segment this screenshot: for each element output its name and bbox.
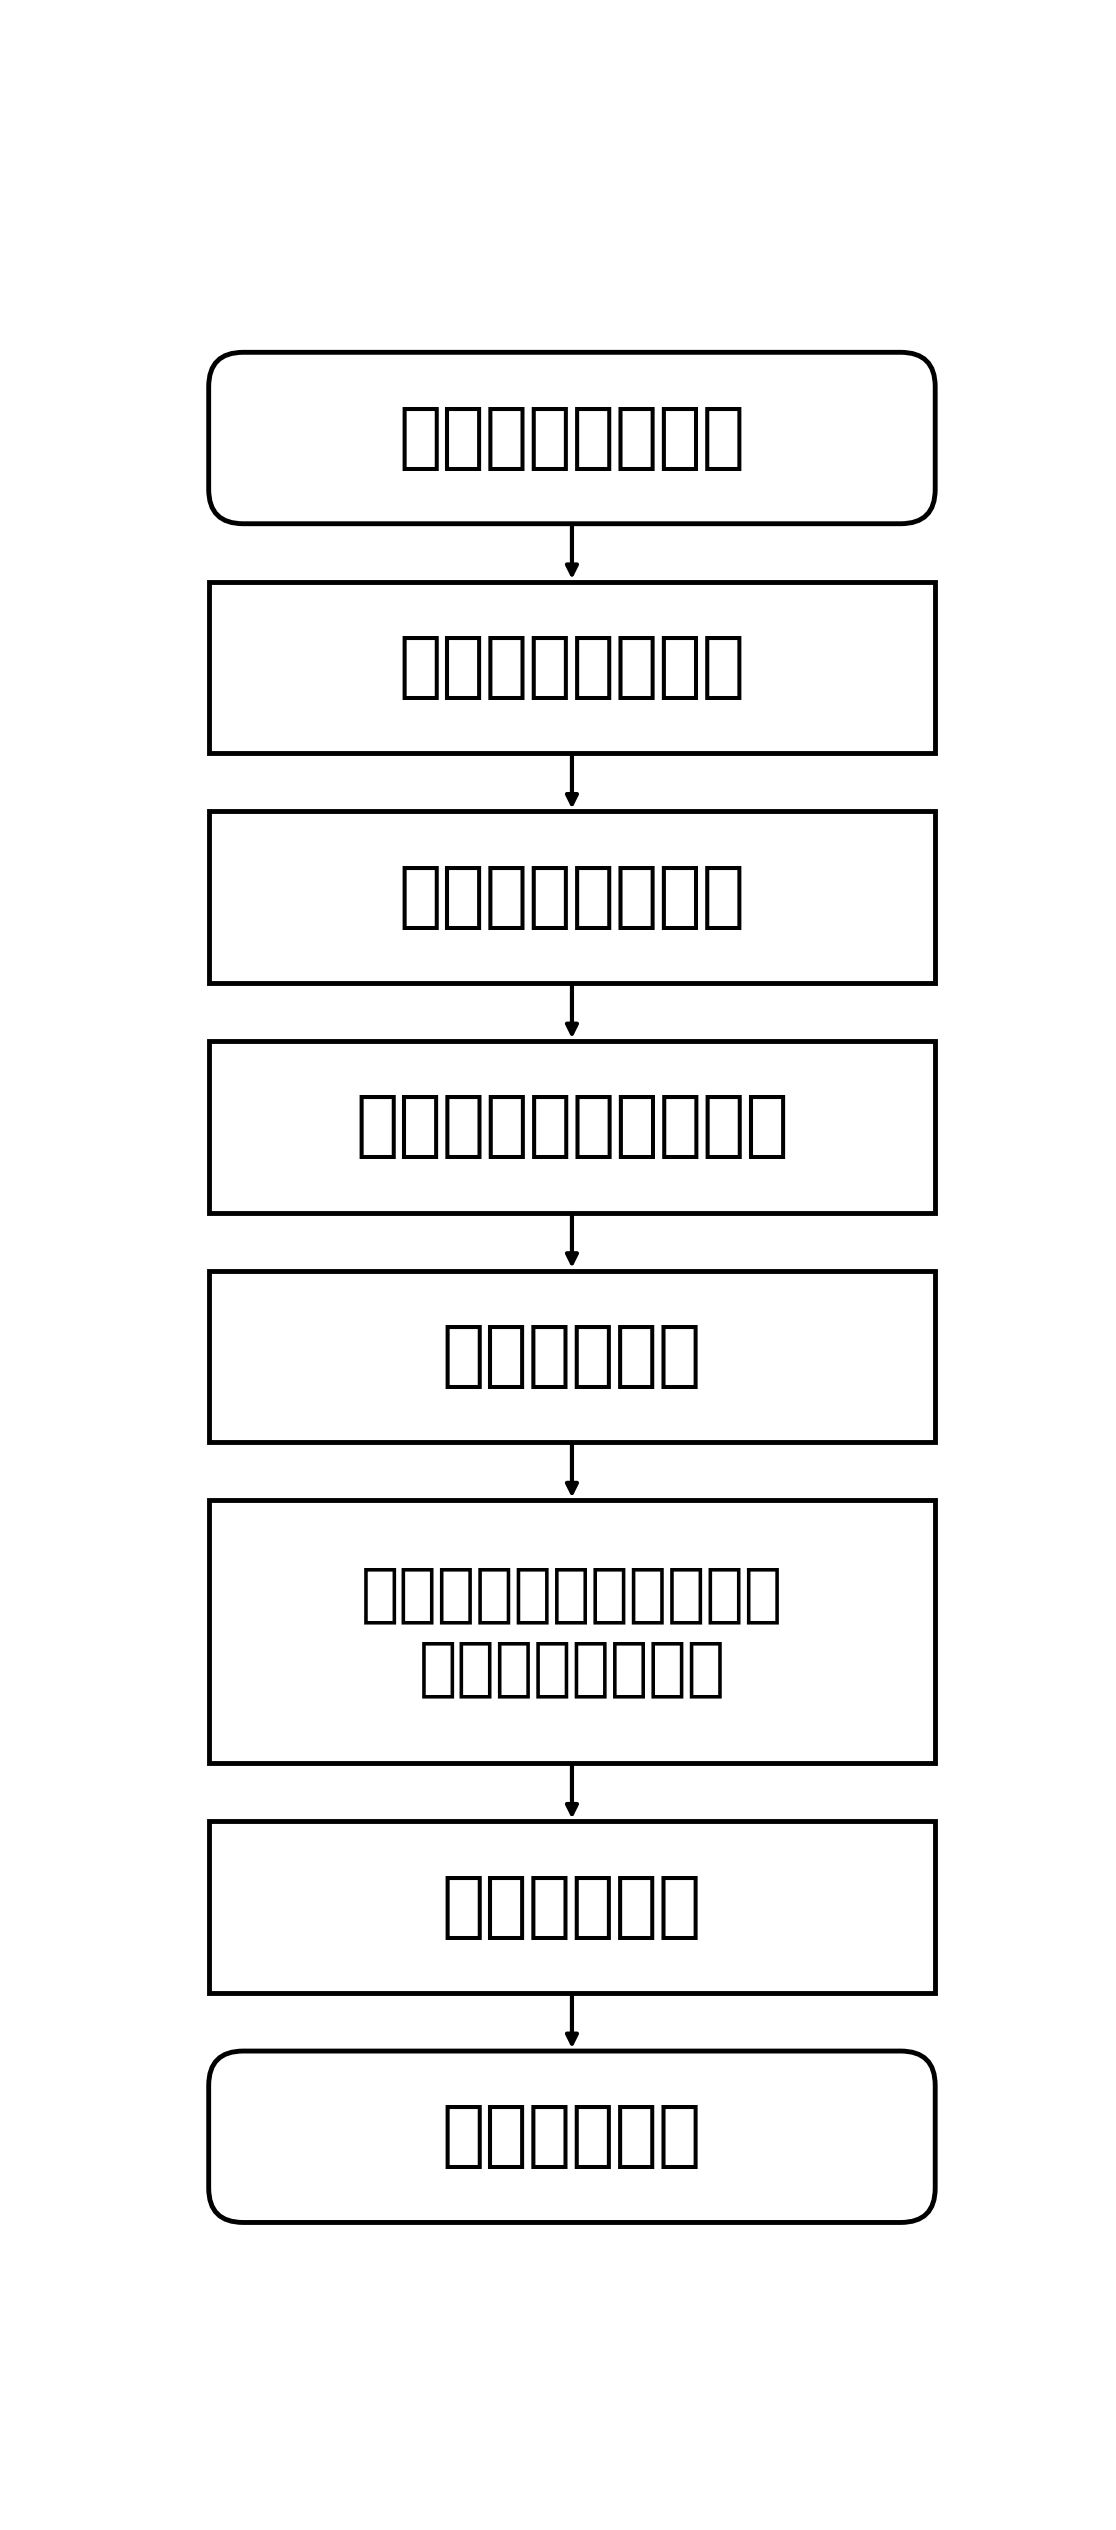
Bar <box>209 1500 935 1763</box>
Text: 设计去时间依赖性频偏: 设计去时间依赖性频偏 <box>355 1093 789 1161</box>
Bar <box>209 1042 935 1212</box>
FancyBboxPatch shape <box>209 2052 935 2221</box>
Text: 实现定点干扰: 实现定点干扰 <box>442 2102 702 2171</box>
Text: 初始化频控阵参数: 初始化频控阵参数 <box>398 402 745 473</box>
Bar <box>209 582 935 754</box>
Text: 建立去时间依赖性频控阵
点状干扰信号模型: 建立去时间依赖性频控阵 点状干扰信号模型 <box>360 1564 783 1700</box>
FancyBboxPatch shape <box>209 352 935 524</box>
Text: 确定干扰目标位置: 确定干扰目标位置 <box>398 863 745 931</box>
Text: 引入随机变量: 引入随机变量 <box>442 1321 702 1392</box>
Bar <box>209 1822 935 1994</box>
Bar <box>209 812 935 984</box>
Text: 波束相位加权: 波束相位加权 <box>442 1872 702 1941</box>
Text: 建立干扰信号模型: 建立干扰信号模型 <box>398 632 745 703</box>
Bar <box>209 1270 935 1442</box>
